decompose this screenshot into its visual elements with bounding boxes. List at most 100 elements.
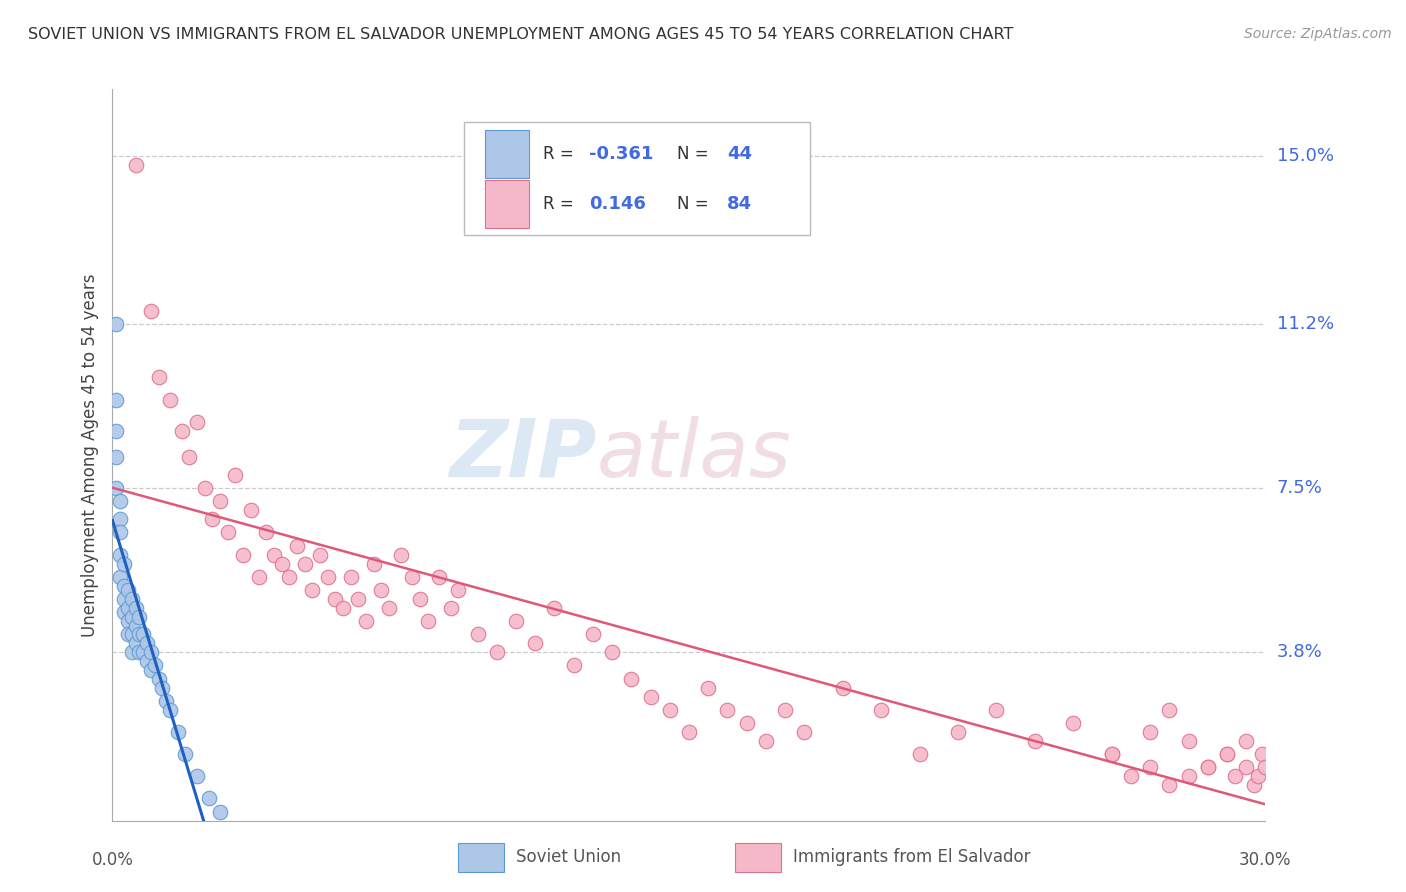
Point	[505, 614, 527, 628]
Point	[124, 157, 146, 171]
Bar	[485, 180, 529, 227]
Point	[139, 645, 162, 659]
Point	[121, 592, 143, 607]
Point	[908, 747, 931, 761]
Point	[1159, 703, 1181, 717]
Text: 3.8%: 3.8%	[1277, 643, 1322, 661]
Point	[139, 303, 162, 318]
Point	[582, 627, 605, 641]
Point	[1177, 769, 1199, 783]
Point	[132, 645, 155, 659]
Point	[105, 392, 128, 407]
Point	[108, 548, 131, 562]
Point	[285, 539, 308, 553]
Point	[870, 703, 893, 717]
Point	[524, 636, 547, 650]
Point	[354, 614, 377, 628]
Point	[254, 525, 277, 540]
Point	[401, 570, 423, 584]
Point	[1216, 747, 1239, 761]
Point	[1101, 747, 1123, 761]
Point	[946, 725, 969, 739]
Text: R =: R =	[543, 145, 578, 163]
Point	[697, 681, 720, 695]
Point	[640, 690, 662, 704]
Point	[1247, 769, 1270, 783]
Point	[1254, 760, 1277, 774]
Point	[139, 663, 162, 677]
Point	[409, 592, 432, 607]
Point	[112, 605, 135, 619]
Point	[117, 583, 139, 598]
Point	[339, 570, 361, 584]
Point	[1197, 760, 1219, 774]
Text: atlas: atlas	[596, 416, 792, 494]
Point	[166, 725, 188, 739]
Text: 30.0%: 30.0%	[1239, 851, 1292, 869]
Text: 7.5%: 7.5%	[1277, 479, 1323, 497]
Point	[194, 481, 217, 495]
Point	[562, 658, 585, 673]
Point	[105, 317, 128, 331]
Point	[309, 548, 332, 562]
Point	[1062, 716, 1084, 731]
Point	[247, 570, 270, 584]
Point	[658, 703, 681, 717]
Point	[1024, 734, 1046, 748]
Point	[427, 570, 450, 584]
Point	[128, 627, 150, 641]
Text: 0.146: 0.146	[589, 194, 645, 213]
Point	[224, 467, 246, 482]
Point	[128, 609, 150, 624]
Point	[201, 512, 224, 526]
Text: ZIP: ZIP	[450, 416, 596, 494]
Point	[678, 725, 700, 739]
Point	[986, 703, 1008, 717]
Text: 44: 44	[727, 145, 752, 163]
Point	[159, 392, 181, 407]
Point	[1223, 769, 1246, 783]
Point	[467, 627, 489, 641]
Point	[831, 681, 853, 695]
Point	[294, 557, 316, 571]
Y-axis label: Unemployment Among Ages 45 to 54 years: Unemployment Among Ages 45 to 54 years	[80, 273, 98, 637]
Point	[735, 716, 758, 731]
Point	[121, 627, 143, 641]
Point	[543, 600, 565, 615]
Text: 11.2%: 11.2%	[1277, 315, 1334, 333]
Point	[108, 512, 131, 526]
Bar	[735, 843, 782, 871]
Point	[1234, 760, 1257, 774]
Point	[316, 570, 339, 584]
Point	[600, 645, 623, 659]
Point	[270, 557, 292, 571]
Point	[370, 583, 392, 598]
Point	[179, 450, 201, 464]
Point	[755, 734, 778, 748]
Point	[325, 592, 347, 607]
Point	[170, 424, 193, 438]
Text: Immigrants from El Salvador: Immigrants from El Salvador	[793, 848, 1031, 866]
Point	[217, 525, 239, 540]
Point	[124, 600, 146, 615]
Text: N =: N =	[678, 194, 714, 213]
Point	[716, 703, 738, 717]
Point	[278, 570, 301, 584]
Point	[1216, 747, 1239, 761]
Point	[1177, 734, 1199, 748]
Bar	[458, 843, 505, 871]
Point	[108, 494, 131, 508]
Point	[347, 592, 370, 607]
Point	[136, 654, 159, 668]
Bar	[485, 130, 529, 178]
Text: 0.0%: 0.0%	[91, 851, 134, 869]
Point	[121, 609, 143, 624]
Point	[124, 618, 146, 632]
Point	[1243, 778, 1265, 792]
Point	[105, 481, 128, 495]
Point	[148, 370, 170, 384]
Point	[159, 703, 181, 717]
Point	[174, 747, 197, 761]
Point	[121, 645, 143, 659]
Point	[301, 583, 323, 598]
